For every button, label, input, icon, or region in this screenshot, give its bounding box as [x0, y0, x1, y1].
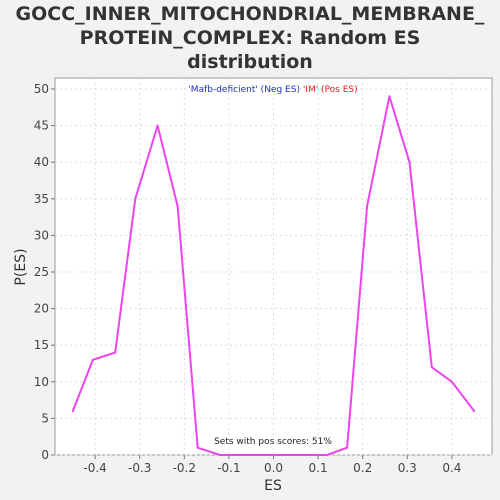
legend-pos-label: 'IM' (Pos ES): [303, 85, 358, 95]
data-point: [261, 454, 264, 456]
data-point: [156, 124, 159, 127]
data-point: [241, 454, 244, 456]
x-tick-label: -0.3: [128, 461, 151, 475]
data-point: [366, 205, 369, 208]
data-point: [71, 410, 74, 413]
y-tick-label: 40: [34, 155, 49, 169]
x-axis-label: ES: [264, 478, 282, 494]
plot-area: [54, 77, 493, 456]
chart-title-line-3: distribution: [187, 51, 313, 73]
data-point: [388, 95, 391, 98]
y-tick-label: 35: [34, 192, 49, 206]
y-tick-label: 25: [34, 265, 49, 279]
y-axis-label: P(ES): [13, 248, 29, 285]
legend-neg-label: 'Mafb-deficient' (Neg ES): [188, 85, 300, 95]
data-point: [91, 358, 94, 361]
data-point: [408, 161, 411, 164]
y-tick-label: 0: [41, 448, 49, 462]
data-point: [473, 410, 476, 413]
data-point: [326, 454, 329, 456]
data-point: [303, 454, 306, 456]
data-point: [134, 197, 137, 200]
y-tick-label: 45: [34, 119, 49, 133]
x-tick-label: 0.3: [398, 461, 417, 475]
pos-score-annotation: Sets with pos scores: 51%: [214, 437, 332, 447]
x-tick-label: 0.4: [442, 461, 461, 475]
y-tick-label: 50: [34, 82, 49, 96]
data-point: [196, 446, 199, 449]
data-point: [346, 446, 349, 449]
data-point: [283, 454, 286, 456]
x-tick-label: 0.2: [353, 461, 372, 475]
y-tick-label: 15: [34, 338, 49, 352]
data-point: [114, 351, 117, 354]
data-point: [176, 205, 179, 208]
data-point: [450, 380, 453, 383]
chart-title-line-2: PROTEIN_COMPLEX: Random ES: [80, 27, 421, 49]
x-tick-label: -0.1: [217, 461, 240, 475]
x-tick-label: -0.2: [173, 461, 196, 475]
data-point: [430, 366, 433, 369]
y-tick-label: 20: [34, 302, 49, 316]
data-point: [218, 454, 221, 456]
chart-title-line-1: GOCC_INNER_MITOCHONDRIAL_MEMBRANE_: [16, 3, 485, 25]
x-tick-label: 0.0: [264, 461, 283, 475]
y-tick-label: 5: [41, 411, 49, 425]
axis-ticks: -0.4 -0.3 -0.2 -0.1 0.0 0.1 0.2 0.3 0.4 0 5 10 15 20 2…: [34, 82, 462, 475]
series-lines: [71, 95, 476, 456]
x-tick-label: 0.1: [309, 461, 328, 475]
es-distribution-line: [71, 95, 475, 456]
legend: 'Mafb-deficient' (Neg ES) 'IM' (Pos ES): [188, 85, 357, 95]
x-tick-label: -0.4: [83, 461, 106, 475]
y-tick-label: 10: [34, 375, 49, 389]
y-tick-label: 30: [34, 228, 49, 242]
